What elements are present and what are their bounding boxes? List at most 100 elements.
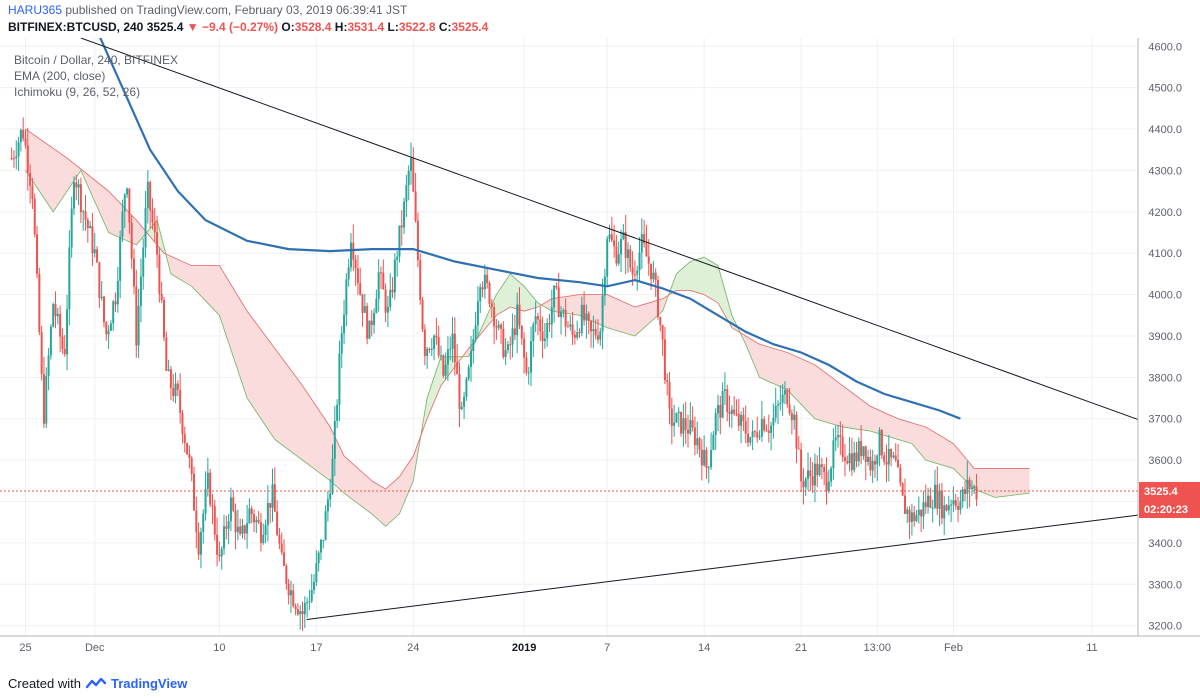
candle-down [128,188,131,223]
candle-down [172,387,175,397]
candle-down [38,273,41,333]
candle-up [430,348,433,350]
candle-up [636,270,639,275]
candle-up [910,512,913,522]
candle-up [546,323,549,339]
candle-down [294,606,297,610]
footer-brand[interactable]: TradingView [110,676,188,691]
candle-up [223,526,226,549]
trendline [80,38,1138,421]
candle-down [795,414,798,449]
candle-down [509,344,512,346]
price-change: −9.4 (−0.27%) [201,20,279,34]
candle-up [922,502,925,517]
candle-up [77,184,80,188]
candle-down [913,512,916,522]
candle-down [613,240,616,247]
candle-down [733,409,736,414]
candle-down [283,552,286,566]
candle-up [338,353,341,405]
candle-down [63,348,66,355]
candle-down [850,453,853,471]
candle-down [382,272,385,290]
candle-down [24,138,27,146]
candle-down [36,234,39,274]
candle-up [562,309,565,312]
candle-down [91,226,94,254]
candle-down [811,476,814,486]
candle-up [206,472,209,489]
candle-up [227,521,230,529]
candle-down [419,260,422,300]
candle-down [130,222,133,259]
candle-up [504,350,507,358]
candle-up [363,306,366,313]
candle-down [920,509,923,517]
candle-up [857,441,860,462]
ema-line [99,38,961,420]
candle-down [412,158,415,192]
candle-down [416,220,419,261]
candle-down [536,316,539,320]
candle-down [596,335,599,340]
candle-down [453,333,456,363]
candle-down [901,483,904,496]
candle-up [793,414,796,421]
candle-down [114,301,117,305]
candle-down [86,219,89,229]
candle-up [264,525,267,536]
chart-axes: 3200.03300.03400.03500.03600.03700.03800… [0,38,1200,654]
candle-down [169,369,172,388]
candle-down [897,460,900,468]
candle-down [75,182,78,188]
candle-up [970,487,973,490]
candle-up [640,234,643,253]
candle-up [368,320,371,339]
candle-up [553,285,556,308]
candle-up [444,364,447,376]
candle-up [712,434,715,450]
candle-up [107,330,110,335]
candle-up [142,247,145,277]
candle-up [779,402,782,405]
candle-up [463,396,466,407]
candle-down [686,429,689,434]
candle-down [278,534,281,544]
candle-up [329,493,332,500]
candle-down [615,246,618,264]
candle-up [333,420,336,459]
candle-down [719,405,722,418]
candle-down [400,225,403,228]
candle-up [45,376,48,424]
price-tick-label: 3600.0 [1148,455,1182,467]
candle-up [465,378,468,397]
candle-up [707,467,710,469]
candle-up [638,252,641,271]
candle-down [668,382,671,409]
candle-down [31,185,34,199]
candle-up [730,409,733,414]
legend-ema[interactable]: EMA (200, close) [14,69,106,83]
candle-down [735,413,738,415]
candle-up [467,366,470,379]
candle-down [292,590,295,607]
candle-up [72,182,75,209]
price-tick-label: 4300.0 [1148,165,1182,177]
close-label: C: [438,20,452,34]
author-link[interactable]: HARU365 [8,3,63,17]
candle-down [225,526,228,529]
candle-down [680,411,683,434]
candle-down [437,337,440,356]
candle-up [460,406,463,410]
legend-ichimoku[interactable]: Ichimoku (9, 26, 52, 26) [14,85,141,99]
candle-down [940,490,943,519]
candle-down [486,274,489,284]
candle-up [310,590,313,602]
candle-down [379,272,382,274]
candle-up [308,601,311,603]
high-value: 3531.4 [347,20,385,34]
candle-down [555,285,558,288]
candle-up [449,348,452,350]
candle-up [927,495,930,508]
